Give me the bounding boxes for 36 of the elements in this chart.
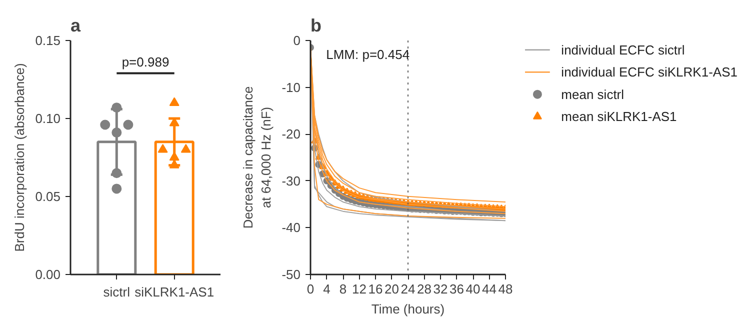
x-tick-label: 20 — [384, 282, 399, 296]
y-axis-title: BrdU incorporation (absorbance) — [12, 63, 28, 252]
x-tick-label: 44 — [482, 282, 496, 296]
x-tick-label: 4 — [323, 282, 330, 296]
x-tick-label: 12 — [352, 282, 366, 296]
x-tick-label: 28 — [417, 282, 432, 296]
x-tick-label: sictrl — [103, 284, 130, 300]
y-tick-label: -20 — [282, 126, 301, 142]
x-tick-label: 48 — [498, 282, 513, 296]
y-tick-label: -30 — [282, 173, 301, 188]
legend-label: individual ECFC siKLRK1-AS1 — [561, 64, 738, 80]
x-tick-label: 8 — [339, 282, 347, 296]
x-tick-label: 40 — [466, 282, 480, 296]
y-tick-label: -50 — [282, 267, 301, 282]
x-tick-label: 24 — [400, 282, 416, 296]
y-tick-label: 0 — [293, 33, 301, 48]
y-tick-label: -40 — [282, 220, 301, 236]
y-tick-label: 0.15 — [35, 33, 61, 48]
chart-title: b — [310, 16, 322, 36]
y-tick-label: 0.05 — [35, 189, 61, 204]
x-tick-label: 32 — [433, 282, 448, 296]
legend-label: mean sictrl — [561, 86, 624, 102]
y-axis-title: Decrease in capacitance at 64,000 Hz (nF) — [240, 86, 274, 229]
annotation: LMM: p=0.454 — [326, 47, 410, 62]
chart-title: a — [70, 16, 82, 36]
x-tick-label: 36 — [450, 282, 464, 296]
legend-label: individual ECFC sictrl — [561, 42, 685, 58]
x-tick-label: 16 — [368, 282, 383, 296]
y-tick-label: -10 — [282, 80, 301, 95]
y-tick-label: 0.10 — [35, 111, 61, 126]
legend-label: mean siKLRK1-AS1 — [561, 109, 677, 124]
x-tick-label: siKLRK1-AS1 — [134, 284, 214, 300]
x-tick-label: 0 — [306, 282, 314, 296]
annotation: p=0.989 — [122, 54, 170, 70]
y-tick-label: 0.00 — [35, 267, 61, 282]
x-axis-title: Time (hours) — [371, 302, 445, 316]
